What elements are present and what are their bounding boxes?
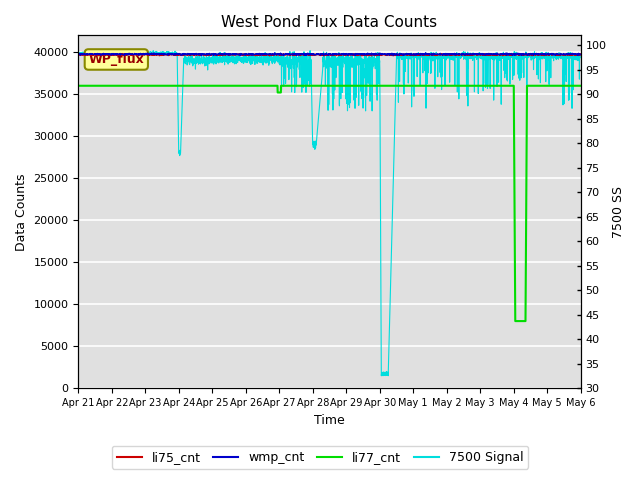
Text: WP_flux: WP_flux [88,53,144,66]
Y-axis label: Data Counts: Data Counts [15,173,28,251]
Y-axis label: 7500 SS: 7500 SS [612,186,625,238]
X-axis label: Time: Time [314,414,345,427]
Legend: li75_cnt, wmp_cnt, li77_cnt, 7500 Signal: li75_cnt, wmp_cnt, li77_cnt, 7500 Signal [112,446,528,469]
Title: West Pond Flux Data Counts: West Pond Flux Data Counts [221,15,438,30]
